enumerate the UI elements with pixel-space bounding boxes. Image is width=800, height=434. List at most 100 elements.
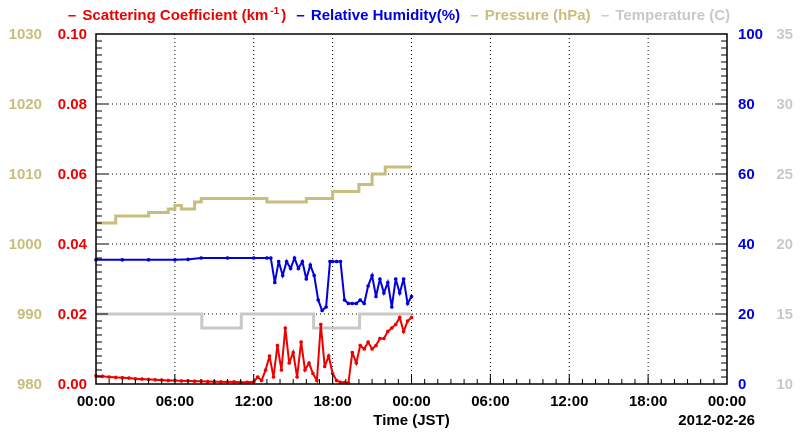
humidity-point [338, 259, 343, 264]
scattering-point [133, 377, 138, 381]
humidity-point [296, 266, 301, 271]
scattering-point [153, 378, 157, 382]
humidity-series [96, 255, 413, 313]
humidity-point [269, 256, 273, 260]
humidity-point [265, 256, 269, 260]
temperature-series [96, 312, 412, 330]
humidity-point [300, 259, 305, 264]
humidity-point [292, 256, 297, 260]
x-axis-label: Time (JST) [373, 412, 449, 429]
humidity-point [409, 294, 414, 299]
scattering-point [405, 319, 410, 323]
pressure-axis-tick-label: 980 [17, 376, 42, 393]
humidity-point [273, 280, 277, 285]
x-tick-label: 18:00 [313, 393, 351, 410]
x-tick-label: 00:00 [77, 393, 115, 410]
scattering-point [409, 315, 414, 320]
humidity-point [328, 259, 332, 264]
temperature-axis-tick-label: 20 [776, 236, 793, 253]
humidity-point [354, 301, 359, 306]
x-tick-label: 00:00 [708, 393, 746, 410]
humidity-axis-tick-label: 0 [738, 376, 746, 393]
scattering-axis-tick-label: 0.08 [58, 96, 87, 113]
humidity-axis-tick-label: 80 [738, 96, 755, 113]
pressure-axis-tick-label: 990 [17, 306, 42, 323]
scattering-point [350, 350, 355, 355]
axis-ticks [95, 40, 728, 385]
date-label: 2012-02-26 [678, 412, 755, 429]
scattering-point [362, 347, 367, 351]
humidity-point [308, 263, 313, 267]
scattering-point [127, 376, 131, 380]
pressure-axis-tick-label: 1030 [9, 26, 42, 43]
temperature-axis-tick-label: 15 [776, 306, 793, 323]
scattering-point [311, 371, 315, 376]
humidity-point [173, 258, 177, 262]
scattering-point [299, 340, 303, 344]
scattering-point [263, 368, 268, 372]
scattering-point [390, 326, 394, 330]
humidity-point [276, 259, 281, 264]
scattering-point [219, 380, 223, 384]
humidity-point [382, 291, 386, 295]
scattering-point [166, 378, 171, 383]
scattering-point [192, 379, 197, 384]
scattering-point [232, 380, 236, 384]
humidity-point [401, 277, 406, 281]
humidity-point [393, 277, 398, 281]
scattering-point [295, 375, 299, 379]
scattering-point [255, 375, 260, 379]
scattering-point [113, 375, 118, 380]
x-tick-label: 12:00 [550, 393, 588, 410]
humidity-point [350, 301, 355, 306]
series-group [94, 165, 414, 385]
scattering-point [322, 364, 327, 369]
x-tick-label: 12:00 [235, 393, 273, 410]
pressure-axis-tick-label: 1000 [9, 236, 42, 253]
scattering-point [245, 380, 249, 385]
humidity-point [346, 301, 351, 306]
scattering-point [401, 329, 406, 334]
humidity-point [324, 305, 328, 309]
humidity-point [304, 277, 309, 281]
humidity-point [225, 256, 230, 260]
humidity-point [330, 259, 335, 264]
humidity-point [405, 301, 410, 306]
scattering-point [334, 378, 339, 383]
scattering-point [140, 377, 144, 381]
scattering-point [271, 375, 276, 379]
legend-temperature: – Temperature (C) [600, 7, 731, 24]
scattering-axis-tick-label: 0.00 [58, 376, 87, 393]
scattering-point [358, 343, 363, 348]
humidity-point [386, 280, 390, 285]
humidity-point [370, 273, 374, 278]
scattering-point [354, 361, 359, 365]
humidity-point [120, 258, 125, 262]
humidity-point [199, 256, 203, 260]
scattering-point [100, 374, 105, 379]
pressure-axis-tick-label: 1020 [9, 96, 42, 113]
legend-pressure: – Pressure (hPa) [470, 7, 591, 24]
scattering-axis-tick-label: 0.04 [58, 236, 88, 253]
legend-humidity: – Relative Humidity(%) [296, 7, 461, 24]
scattering-point [315, 378, 319, 383]
scattering-point [283, 326, 288, 330]
scattering-point [370, 347, 374, 351]
humidity-point [312, 273, 317, 278]
scattering-point [319, 322, 323, 327]
humidity-point [252, 256, 256, 260]
scattering-point [205, 379, 210, 384]
temperature-axis-tick-label: 35 [776, 26, 793, 43]
scattering-point [374, 343, 378, 348]
humidity-point [358, 298, 363, 302]
humidity-axis-tick-label: 60 [738, 166, 755, 183]
temperature-axis-tick-label: 10 [776, 376, 793, 393]
scattering-point [326, 354, 331, 358]
humidity-axis-tick-label: 40 [738, 236, 755, 253]
axis-labels: 00:00 06:00 12:00 18:00 00:00 06:00 12:00 18:00… [9, 26, 793, 410]
scattering-point [378, 336, 382, 341]
humidity-point [397, 291, 402, 295]
pressure-axis-tick-label: 1010 [9, 166, 42, 183]
scattering-point [279, 368, 284, 372]
